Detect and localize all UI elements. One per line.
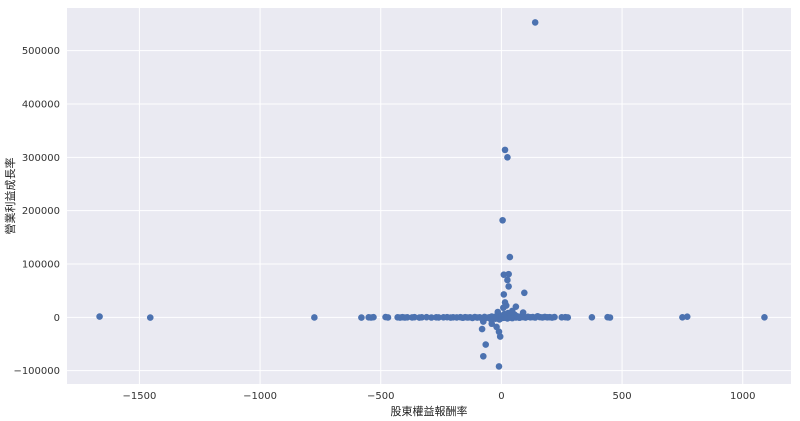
x-tick-label: −1000 xyxy=(243,391,277,402)
y-tick-label: 500000 xyxy=(22,46,60,57)
y-tick-label: 100000 xyxy=(22,260,60,271)
data-point xyxy=(501,146,509,154)
data-point xyxy=(500,271,508,278)
data-point xyxy=(506,253,514,261)
data-point xyxy=(495,363,503,370)
x-axis-label: 股東權益報酬率 xyxy=(391,404,468,418)
data-point xyxy=(606,314,614,321)
y-tick-label: −100000 xyxy=(13,366,60,377)
data-point xyxy=(521,289,528,297)
data-point xyxy=(564,314,572,321)
y-tick-label: 200000 xyxy=(22,206,60,217)
x-tick-label: −1500 xyxy=(122,391,156,402)
data-point xyxy=(403,314,411,321)
data-point xyxy=(423,313,430,321)
data-point xyxy=(358,314,365,321)
data-point xyxy=(531,19,539,26)
data-point xyxy=(311,314,318,321)
data-point xyxy=(551,313,558,321)
data-point xyxy=(370,313,377,321)
data-point xyxy=(761,314,768,321)
y-tick-label: 400000 xyxy=(22,100,60,111)
x-tick-label: 1000 xyxy=(730,391,755,402)
data-point xyxy=(500,304,507,312)
data-point xyxy=(679,314,686,321)
grid-lines xyxy=(67,8,791,384)
data-point xyxy=(478,325,486,333)
data-point xyxy=(428,314,435,321)
data-point xyxy=(480,352,487,360)
data-point xyxy=(683,313,691,320)
data-point xyxy=(96,313,103,320)
data-point xyxy=(505,270,512,278)
y-axis-label: 營業利益成長率 xyxy=(3,158,17,235)
data-point xyxy=(146,314,154,321)
x-tick-label: 0 xyxy=(498,391,504,402)
data-point xyxy=(504,154,511,161)
x-tick-labels: −1500 −1000 −500 0 500 1000 xyxy=(122,391,755,402)
data-point xyxy=(496,333,504,340)
x-tick-label: −500 xyxy=(367,391,394,402)
x-tick-label: 500 xyxy=(613,391,632,402)
data-point xyxy=(418,314,426,321)
plot-background xyxy=(67,8,791,384)
data-point xyxy=(588,314,596,321)
data-point xyxy=(411,313,418,321)
y-tick-label: 300000 xyxy=(22,153,60,164)
data-point xyxy=(500,291,508,298)
data-point xyxy=(435,314,442,321)
data-point xyxy=(504,276,511,284)
data-points xyxy=(96,19,768,370)
data-point xyxy=(482,341,490,348)
y-tick-labels: −100000 0 100000 200000 300000 400000 500000 xyxy=(13,46,60,377)
data-point xyxy=(499,216,506,224)
y-tick-label: 0 xyxy=(54,313,60,324)
data-point xyxy=(384,314,392,321)
data-point xyxy=(505,283,512,290)
